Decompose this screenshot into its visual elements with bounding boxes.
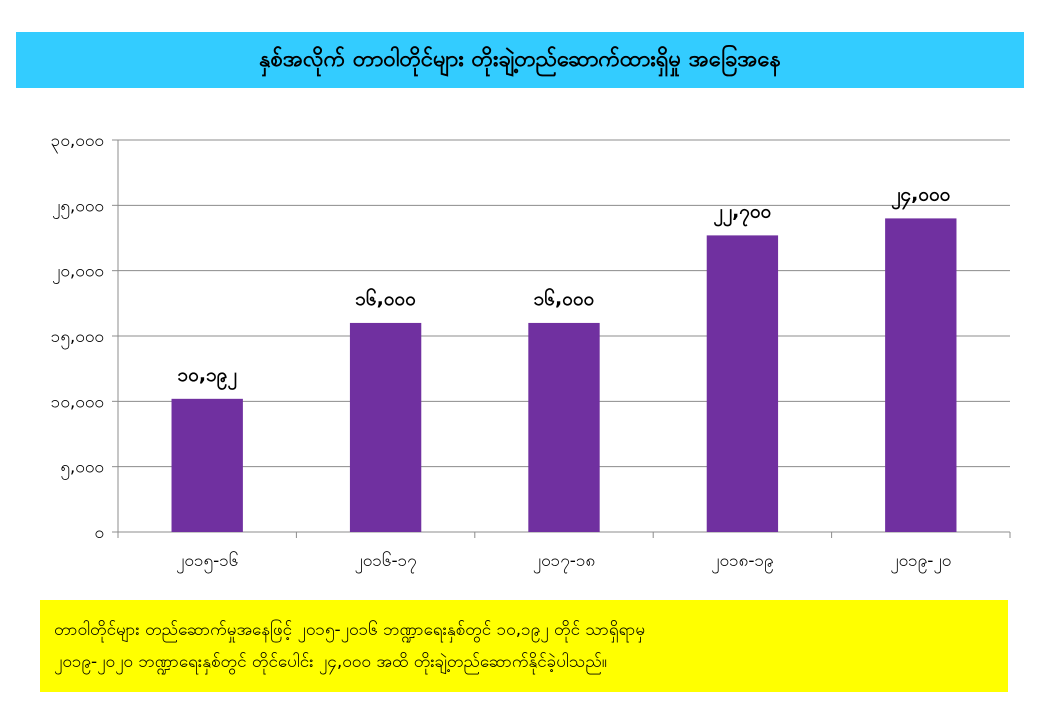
y-tick-label: ၂၅,၀၀၀ xyxy=(52,196,104,219)
x-tick-label: ၂၀၁၉-၂၀ xyxy=(890,551,951,574)
y-tick-label: ၀ xyxy=(94,523,104,543)
summary-note-line-1: တာဝါတိုင်များ တည်ဆောက်မှုအနေဖြင့် ၂၀၁၅-၂… xyxy=(54,620,646,640)
x-tick-label: ၂၀၁၇-၁၈ xyxy=(533,551,595,574)
bar xyxy=(528,322,600,532)
bar-value-label: ၂၄,၀၀၀ xyxy=(891,183,951,210)
bar xyxy=(349,322,422,532)
bar-chart: ၀ ၅,၀၀၀ ၁၀,၀၀၀ ၁၅,၀၀၀ ၂၀,၀၀၀ ၂၅,၀၀၀ ၃၀,၀၀၀၁၀,၁… xyxy=(51,131,1011,574)
chart-title-banner: နှစ်အလိုက် တာဝါတိုင်များ တိုးချဲ့တည်ဆောက… xyxy=(16,32,1024,88)
x-tick-label: ၂၀၁၆-၁၇ xyxy=(354,550,416,574)
chart-area: ၀ ၅,၀၀၀ ၁၀,၀၀၀ ၁၅,၀၀၀ ၂၀,၀၀၀ ၂၅,၀၀၀ ၃၀,၀၀၀၁၀,၁… xyxy=(0,110,1040,590)
y-tick-label: ၁၅,၀၀၀ xyxy=(51,327,104,350)
bar xyxy=(171,398,243,532)
bar-value-label: ၁၆,၀၀၀ xyxy=(355,286,416,310)
x-tick-label: ၂၀၁၈-၁၉ xyxy=(711,551,773,574)
summary-note: တာဝါတိုင်များ တည်ဆောက်မှုအနေဖြင့် ၂၀၁၅-၂… xyxy=(40,600,1008,692)
bar-value-label: ၁၆,၀၀၀ xyxy=(534,286,595,310)
bar-value-label: ၁၀,၁၉၂ xyxy=(178,364,237,391)
summary-note-line-2: ၂၀၁၉-၂၀၂၀ ဘဏ္ဍာရေးနှစ်တွင် တိုင်ပေါင်း ၂… xyxy=(54,652,607,672)
x-tick-label: ၂၀၁၅-၁၆ xyxy=(176,550,238,574)
y-tick-label: ၂၀,၀၀၀ xyxy=(52,262,104,285)
chart-title: နှစ်အလိုက် တာဝါတိုင်များ တိုးချဲ့တည်ဆောက… xyxy=(259,46,781,72)
y-tick-label: ၅,၀၀၀ xyxy=(60,458,104,481)
bar xyxy=(885,218,957,532)
bar-value-label: ၂၂,၇၀၀ xyxy=(713,200,771,227)
y-tick-label: ၃၀,၀၀၀ xyxy=(51,131,104,154)
bar xyxy=(706,235,779,532)
y-tick-label: ၁၀,၀၀၀ xyxy=(51,392,104,412)
